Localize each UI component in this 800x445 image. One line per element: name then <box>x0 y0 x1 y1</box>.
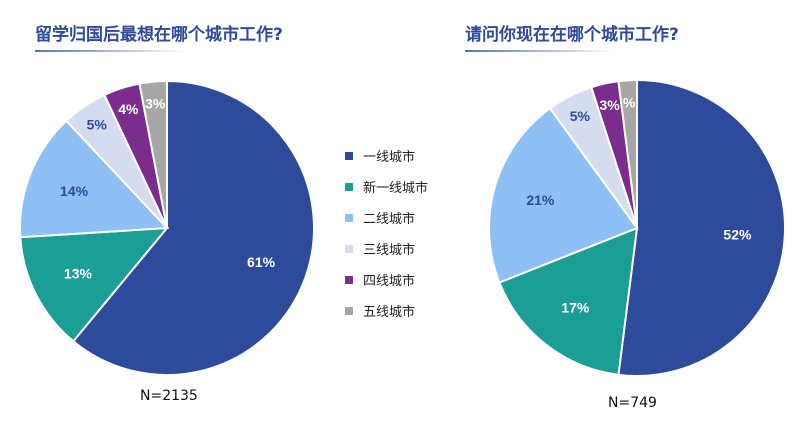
data-label: 52% <box>723 226 752 242</box>
pie-slice-3 <box>19 119 170 239</box>
legend-label: 新一线城市 <box>363 181 429 196</box>
left-sample-size: N=2135 <box>140 388 198 404</box>
left-chart-title: 留学归国后最想在哪个城市工作? <box>35 25 283 45</box>
legend: 一线城市 新一线城市 二线城市 三线城市 四线城市 五线城市 <box>345 140 428 326</box>
data-label: 17% <box>561 300 590 316</box>
data-label: 21% <box>526 192 555 208</box>
pie-slice-1 <box>71 79 315 376</box>
data-label: 3% <box>599 97 620 113</box>
legend-swatch <box>345 182 353 191</box>
legend-swatch <box>345 244 353 253</box>
pie-slice-6 <box>138 79 168 229</box>
legend-label: 一线城市 <box>363 150 416 165</box>
legend-swatch <box>345 151 353 160</box>
legend-swatch <box>345 275 353 284</box>
data-label: % <box>623 94 636 110</box>
legend-item: 五线城市 <box>345 295 428 326</box>
data-label: 13% <box>64 265 93 281</box>
right-chart-title: 请问你现在在哪个城市工作? <box>465 25 679 45</box>
data-label: 5% <box>87 117 108 133</box>
data-label: 14% <box>60 183 89 199</box>
legend-swatch <box>345 306 353 315</box>
pie-slice-2 <box>498 226 639 376</box>
data-label: 3% <box>145 96 166 112</box>
pie-slice-6 <box>617 78 638 229</box>
pie-slice-3 <box>488 106 639 284</box>
pie-slice-1 <box>617 78 786 377</box>
legend-swatch <box>345 213 353 222</box>
legend-item: 新一线城市 <box>345 171 428 202</box>
legend-item: 四线城市 <box>345 264 428 295</box>
pie-slice-2 <box>19 226 170 343</box>
legend-label: 四线城市 <box>363 274 416 289</box>
legend-item: 三线城市 <box>345 233 428 264</box>
legend-label: 三线城市 <box>363 243 416 258</box>
right-sample-size: N=749 <box>608 395 657 411</box>
legend-item: 一线城市 <box>345 140 428 171</box>
data-label: 61% <box>247 254 276 270</box>
right-title-underline <box>465 50 615 52</box>
legend-label: 五线城市 <box>363 305 416 320</box>
data-label: 5% <box>570 108 591 124</box>
data-label: 4% <box>118 101 139 117</box>
legend-item: 二线城市 <box>345 202 428 233</box>
legend-label: 二线城市 <box>363 212 416 227</box>
left-title-underline <box>35 50 185 52</box>
